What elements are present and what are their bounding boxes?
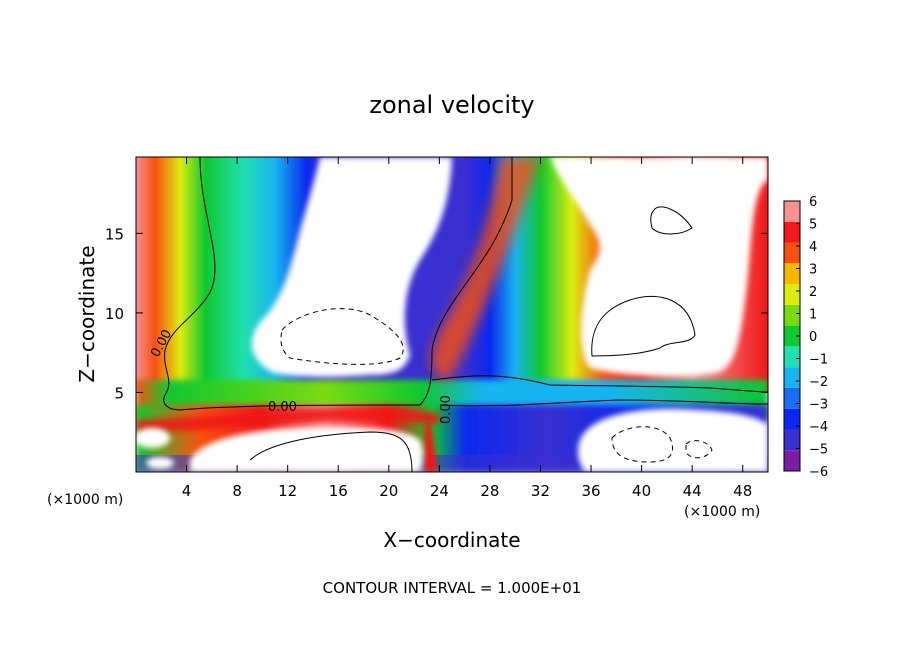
colorbar-cell xyxy=(784,408,800,430)
colorbar-label: −1 xyxy=(809,353,828,368)
colorbar-label: 0 xyxy=(809,330,817,345)
white-region-lower-left-2 xyxy=(146,457,174,469)
chart-title: zonal velocity xyxy=(369,91,534,119)
field-upper-jet xyxy=(431,157,540,380)
x-tick-label: 40 xyxy=(632,482,651,500)
colorbar-cell xyxy=(784,346,800,368)
colorbar-label: 2 xyxy=(809,285,817,300)
colorbar-cell xyxy=(784,367,800,388)
colorbar-label: 3 xyxy=(809,263,817,278)
x-tick-label: 28 xyxy=(480,482,499,500)
colorbar-cell xyxy=(784,304,800,326)
x-tick-label: 8 xyxy=(232,482,242,500)
x-tick-label: 16 xyxy=(329,482,348,500)
y-tick-label: 5 xyxy=(114,384,124,402)
colorbar-label: 5 xyxy=(809,218,817,233)
colorbar-cell xyxy=(784,325,800,347)
colorbar-label: 6 xyxy=(809,195,817,210)
contour-zero-shelf xyxy=(431,375,768,393)
contour-neg-upper xyxy=(280,308,404,365)
colorbar-cell xyxy=(784,284,800,305)
colorbar-cell xyxy=(784,201,800,222)
contour-neg-lower-right-2 xyxy=(685,440,713,459)
white-region-lower-right xyxy=(577,408,768,472)
colorbar-label: 4 xyxy=(809,240,817,255)
x-tick-label: 20 xyxy=(379,482,398,500)
white-region-upper-right xyxy=(550,157,768,377)
x-axis-label: X−coordinate xyxy=(383,528,520,552)
colorbar-label: −2 xyxy=(809,375,828,390)
x-unit-right: (×1000 m) xyxy=(684,504,760,520)
colorbar-cell xyxy=(784,242,800,264)
x-tick-label: 24 xyxy=(430,482,449,500)
field-jet-core xyxy=(424,420,438,472)
colorbar-cell xyxy=(784,387,800,409)
contour-label: 0.00 xyxy=(439,395,454,424)
colorbar-label: −6 xyxy=(809,465,828,480)
y-tick-label: 15 xyxy=(105,225,124,243)
x-unit-left: (×1000 m) xyxy=(47,492,123,508)
x-tick-label: 4 xyxy=(182,482,192,500)
colorbar-label: 1 xyxy=(809,308,817,323)
white-region-lower-center xyxy=(190,427,424,472)
contour-label: 0.00 xyxy=(268,400,297,415)
plot-frame xyxy=(135,156,769,473)
colorbar-cell xyxy=(784,263,800,285)
contour-zero-right-blob xyxy=(591,295,696,357)
colorbar: −6 −5 −4 −3 −2 −1 0 1 2 3 4 5 6 xyxy=(783,195,828,480)
footer-note: CONTOUR INTERVAL = 1.000E+01 xyxy=(323,579,582,597)
contour-dashed xyxy=(280,308,713,463)
x-tick-label: 44 xyxy=(683,482,702,500)
field-shear-red-band xyxy=(136,407,440,434)
colorbar-cell xyxy=(784,221,800,243)
white-region-upper-center xyxy=(251,157,452,377)
contour-lines xyxy=(163,157,768,472)
contour-zero-lower-shelf xyxy=(439,399,768,407)
colorbar-label: −5 xyxy=(809,443,828,458)
colorbar-label: −3 xyxy=(809,398,828,413)
colorbar-cell xyxy=(784,450,800,471)
x-tick-label: 12 xyxy=(278,482,297,500)
y-axis-label: Z−coordinate xyxy=(75,245,99,382)
contour-zero-lower-center xyxy=(249,431,413,472)
y-tick-label: 10 xyxy=(105,305,124,323)
contour-zero-top-right-blob xyxy=(650,206,693,235)
colorbar-label: −4 xyxy=(809,420,828,435)
contour-zero-left-vertical xyxy=(163,157,513,411)
x-tick-label: 48 xyxy=(733,482,752,500)
x-tick-label: 32 xyxy=(531,482,550,500)
contour-neg-lower-right xyxy=(611,426,673,463)
x-tick-label: 36 xyxy=(581,482,600,500)
velocity-field: 0.00 0.00 0.00 xyxy=(136,157,768,472)
white-region-lower-left xyxy=(136,428,170,448)
colorbar-cell xyxy=(784,429,800,451)
